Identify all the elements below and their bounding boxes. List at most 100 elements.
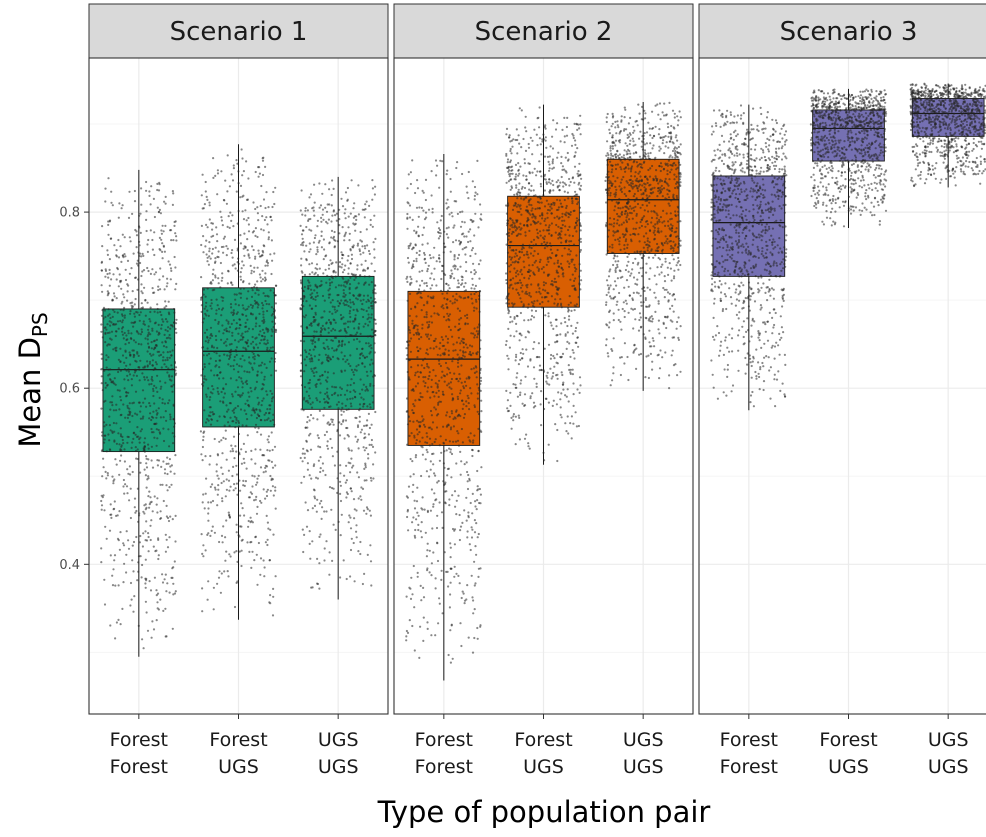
- data-point: [123, 236, 126, 239]
- data-point: [473, 292, 476, 296]
- data-point: [519, 311, 523, 315]
- data-point: [516, 210, 519, 213]
- data-point: [215, 312, 218, 315]
- data-point: [332, 237, 335, 240]
- data-point: [561, 205, 564, 208]
- data-point: [467, 375, 470, 378]
- data-point: [221, 276, 224, 279]
- data-point: [514, 252, 517, 255]
- data-point: [547, 226, 551, 229]
- data-point: [135, 262, 139, 265]
- data-point: [241, 313, 245, 316]
- data-point: [511, 305, 514, 308]
- data-point: [515, 355, 518, 359]
- data-point: [460, 340, 463, 343]
- data-point: [225, 488, 228, 491]
- data-point: [225, 519, 228, 522]
- data-point: [373, 193, 376, 196]
- data-point: [104, 200, 107, 203]
- data-point: [365, 300, 368, 303]
- data-point: [204, 549, 207, 552]
- data-point: [247, 496, 251, 499]
- data-point: [164, 381, 167, 384]
- data-point: [418, 284, 422, 287]
- data-point: [418, 249, 421, 253]
- data-point: [468, 477, 471, 480]
- data-point: [202, 435, 205, 438]
- data-point: [234, 406, 237, 410]
- data-point: [312, 488, 316, 491]
- data-point: [547, 300, 550, 303]
- data-point: [368, 252, 371, 255]
- data-point: [272, 307, 275, 310]
- data-point: [138, 244, 141, 247]
- data-point: [342, 316, 345, 319]
- data-point: [480, 466, 483, 469]
- data-point: [549, 321, 552, 324]
- data-point: [318, 587, 321, 590]
- data-point: [336, 309, 339, 312]
- data-point: [528, 203, 531, 206]
- data-point: [134, 341, 137, 344]
- data-point: [255, 553, 258, 556]
- data-point: [419, 392, 422, 395]
- data-point: [117, 432, 120, 435]
- data-point: [256, 370, 259, 373]
- data-point: [567, 228, 570, 232]
- data-point: [149, 306, 152, 309]
- data-point: [272, 190, 275, 194]
- data-point: [235, 346, 238, 349]
- data-point: [424, 441, 427, 444]
- data-point: [164, 573, 167, 576]
- data-point: [149, 589, 153, 592]
- data-point: [363, 216, 366, 219]
- data-point: [172, 593, 175, 596]
- data-point: [173, 255, 176, 259]
- data-point: [305, 440, 308, 443]
- data-point: [135, 435, 139, 438]
- data-point: [141, 306, 144, 309]
- data-point: [464, 253, 467, 256]
- data-point: [262, 316, 265, 319]
- data-point: [200, 304, 203, 307]
- data-point: [105, 328, 108, 331]
- data-point: [547, 315, 550, 318]
- data-point: [472, 367, 475, 370]
- data-point: [309, 217, 312, 221]
- data-point: [505, 302, 508, 305]
- data-point: [108, 313, 111, 316]
- data-point: [437, 359, 441, 362]
- data-point: [347, 326, 350, 329]
- data-point: [449, 300, 452, 303]
- data-point: [100, 269, 103, 272]
- data-point: [346, 199, 349, 202]
- data-point: [523, 393, 527, 396]
- data-point: [417, 291, 420, 295]
- data-point: [205, 395, 208, 398]
- data-point: [546, 371, 549, 374]
- data-point: [157, 557, 160, 561]
- data-point: [145, 229, 148, 233]
- data-point: [461, 220, 464, 223]
- data-point: [161, 573, 164, 576]
- data-point: [532, 238, 536, 241]
- data-point: [536, 207, 539, 210]
- data-point: [307, 284, 310, 288]
- data-point: [409, 475, 412, 478]
- data-point: [544, 244, 547, 247]
- data-point: [319, 382, 322, 385]
- data-point: [256, 431, 259, 434]
- data-point: [365, 342, 368, 345]
- data-point: [141, 372, 144, 375]
- data-point: [330, 204, 333, 207]
- data-point: [434, 337, 437, 340]
- data-point: [548, 256, 552, 259]
- data-point: [416, 486, 419, 489]
- data-point: [216, 390, 219, 393]
- data-point: [125, 530, 128, 533]
- data-point: [268, 303, 271, 306]
- data-point: [259, 364, 262, 367]
- data-point: [408, 420, 412, 423]
- data-point: [455, 410, 458, 413]
- data-point: [538, 106, 541, 109]
